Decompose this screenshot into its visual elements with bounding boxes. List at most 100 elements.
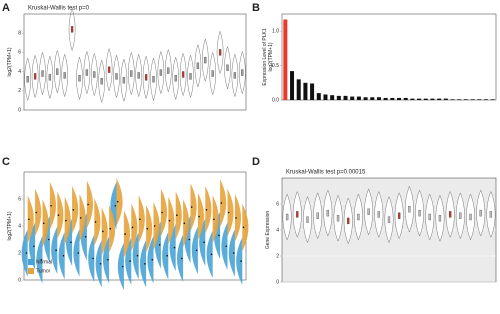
violin: [113, 54, 120, 99]
bar: [316, 93, 321, 100]
half-violin: [147, 235, 154, 284]
bar: [477, 99, 482, 100]
bar: [437, 98, 442, 100]
bar: [430, 98, 435, 100]
median-dot: [232, 252, 235, 254]
violin: [61, 53, 68, 98]
y-tick-label: 6: [276, 201, 279, 207]
violin: [135, 53, 142, 98]
median-box: [241, 69, 244, 76]
median-dot: [205, 209, 208, 211]
bar: [383, 97, 388, 100]
bar: [443, 98, 448, 100]
half-violin: [109, 204, 116, 253]
bar: [343, 95, 348, 100]
violin: [150, 57, 157, 102]
bar: [356, 96, 361, 100]
violin: [76, 56, 83, 101]
median-dot: [42, 222, 45, 225]
median-box: [122, 77, 126, 84]
median-dot: [65, 219, 67, 222]
half-violin: [183, 199, 190, 248]
y-tick-label: 1.0: [272, 29, 279, 35]
half-violin: [125, 237, 132, 285]
half-violin: [42, 199, 49, 248]
median-dot: [87, 203, 89, 206]
y-tick-label: 8: [18, 31, 21, 37]
violin: [224, 45, 231, 90]
y-tick-label: 2: [18, 250, 21, 256]
median-box: [285, 213, 289, 221]
violin: [239, 50, 246, 95]
median-dot: [79, 217, 82, 219]
median-dot: [144, 263, 146, 265]
half-violin: [175, 191, 182, 239]
y-axis-label: Gene Expression: [265, 211, 271, 250]
median-box: [398, 212, 401, 219]
legend-label: Tumor: [36, 268, 51, 274]
median-box: [489, 211, 493, 218]
plot-frame: [281, 13, 497, 101]
bar: [323, 94, 328, 100]
half-violin: [131, 203, 138, 252]
median-box: [218, 49, 222, 56]
half-violin: [162, 231, 169, 280]
median-box: [448, 211, 452, 218]
violin: [120, 58, 128, 103]
median-box: [428, 213, 431, 221]
y-tick-label: 6: [18, 50, 21, 56]
half-violin: [80, 213, 87, 261]
bar: [483, 99, 488, 100]
median-box: [167, 67, 170, 74]
violin: [105, 47, 113, 92]
panel-letter: A: [2, 2, 10, 14]
half-violin: [57, 191, 64, 239]
half-violin: [160, 188, 168, 237]
median-box: [100, 78, 103, 85]
panel-letter: D: [252, 156, 260, 168]
median-box: [33, 73, 37, 80]
median-box: [70, 26, 74, 33]
bar: [363, 97, 368, 100]
bar: [336, 95, 341, 100]
median-dot: [109, 227, 112, 230]
violin: [46, 55, 54, 100]
violin: [98, 59, 105, 103]
bar: [423, 98, 428, 100]
median-dot: [225, 245, 228, 248]
legend-swatch: [28, 259, 34, 265]
median-box: [144, 74, 148, 81]
violin: [91, 52, 98, 97]
violin: [231, 53, 239, 98]
bar: [397, 97, 402, 100]
half-violin: [132, 231, 139, 280]
median-dot: [124, 233, 126, 235]
half-violin: [206, 230, 213, 279]
violin: [128, 51, 135, 96]
median-dot: [183, 222, 186, 225]
violin: [83, 50, 91, 95]
median-dot: [92, 257, 94, 260]
bar: [390, 97, 395, 100]
half-violin: [86, 180, 94, 229]
half-violin: [72, 186, 79, 234]
half-violin: [51, 226, 58, 275]
half-violin: [116, 177, 123, 226]
median-box: [137, 72, 140, 79]
bar: [410, 98, 415, 100]
bar: [417, 98, 422, 100]
median-dot: [146, 227, 149, 230]
median-box: [159, 69, 163, 76]
bar: [310, 83, 315, 100]
median-dot: [84, 236, 87, 238]
median-dot: [235, 217, 237, 219]
bar: [330, 95, 335, 100]
violin: [39, 51, 46, 96]
half-violin: [94, 198, 101, 246]
y-tick-label: 0: [276, 279, 279, 285]
violin: [209, 51, 216, 96]
bar: [290, 71, 295, 100]
half-violin: [146, 204, 153, 253]
median-box: [196, 62, 200, 69]
y-tick-label: 4: [18, 223, 21, 229]
